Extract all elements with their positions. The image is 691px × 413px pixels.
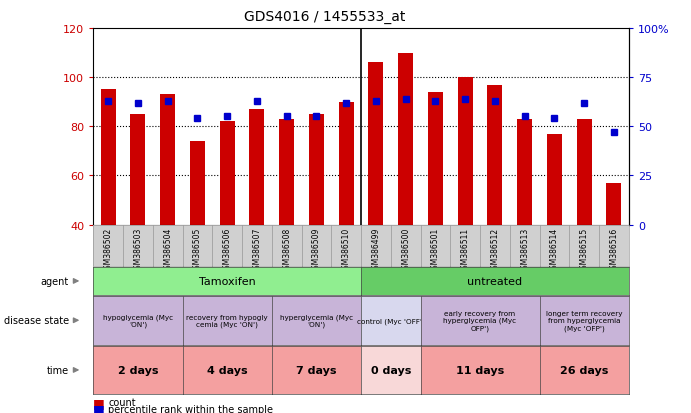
Bar (249, 110, 265, 323)
Bar (131, 115, 145, 323)
Text: GSM386512: GSM386512 (491, 227, 500, 273)
Text: agent: agent (41, 276, 69, 286)
Text: ■: ■ (93, 396, 105, 409)
Text: GSM386516: GSM386516 (609, 227, 618, 273)
Text: GSM386508: GSM386508 (282, 227, 291, 273)
Text: hypoglycemia (Myc
'ON'): hypoglycemia (Myc 'ON') (103, 313, 173, 328)
Text: hyperglycemia (Myc
'ON'): hyperglycemia (Myc 'ON') (280, 313, 353, 328)
Text: GSM386510: GSM386510 (341, 227, 350, 273)
Bar (487, 85, 502, 323)
Bar (279, 120, 294, 323)
Text: Tamoxifen: Tamoxifen (199, 276, 256, 286)
Bar (309, 115, 324, 323)
Text: GSM386500: GSM386500 (401, 227, 410, 273)
Text: ■: ■ (93, 402, 105, 413)
Text: GSM386515: GSM386515 (580, 227, 589, 273)
Text: GSM386509: GSM386509 (312, 227, 321, 273)
Bar (339, 102, 354, 323)
Text: percentile rank within the sample: percentile rank within the sample (108, 404, 274, 413)
Bar (518, 120, 532, 323)
Bar (577, 120, 591, 323)
Text: 26 days: 26 days (560, 365, 608, 375)
Text: 11 days: 11 days (456, 365, 504, 375)
Text: GSM386504: GSM386504 (163, 227, 172, 273)
Text: GSM386514: GSM386514 (550, 227, 559, 273)
Text: GSM386503: GSM386503 (133, 227, 142, 273)
Text: GSM386511: GSM386511 (461, 227, 470, 273)
Text: 2 days: 2 days (117, 365, 158, 375)
Text: time: time (47, 365, 69, 375)
Text: count: count (108, 397, 136, 407)
Text: GSM386506: GSM386506 (223, 227, 231, 273)
Text: disease state: disease state (4, 316, 69, 325)
Bar (398, 53, 413, 323)
Bar (607, 183, 621, 323)
Bar (457, 78, 473, 323)
Text: control (Myc 'OFF'): control (Myc 'OFF') (357, 317, 425, 324)
Bar (220, 122, 235, 323)
Text: 7 days: 7 days (296, 365, 337, 375)
Bar (101, 90, 115, 323)
Text: GDS4016 / 1455533_at: GDS4016 / 1455533_at (244, 10, 406, 24)
Bar (428, 93, 443, 323)
Text: GSM386513: GSM386513 (520, 227, 529, 273)
Text: recovery from hypogly
cemia (Myc 'ON'): recovery from hypogly cemia (Myc 'ON') (187, 314, 268, 327)
Text: longer term recovery
from hyperglycemia
(Myc 'OFP'): longer term recovery from hyperglycemia … (546, 310, 623, 331)
Bar (190, 142, 205, 323)
Text: untreated: untreated (467, 276, 522, 286)
Text: GSM386505: GSM386505 (193, 227, 202, 273)
Text: 4 days: 4 days (207, 365, 247, 375)
Bar (368, 63, 384, 323)
Text: GSM386501: GSM386501 (431, 227, 440, 273)
Bar (547, 134, 562, 323)
Text: 0 days: 0 days (370, 365, 411, 375)
Text: GSM386507: GSM386507 (252, 227, 261, 273)
Bar (160, 95, 175, 323)
Text: GSM386499: GSM386499 (372, 227, 381, 273)
Text: GSM386502: GSM386502 (104, 227, 113, 273)
Text: early recovery from
hyperglycemia (Myc
OFP'): early recovery from hyperglycemia (Myc O… (444, 310, 517, 331)
